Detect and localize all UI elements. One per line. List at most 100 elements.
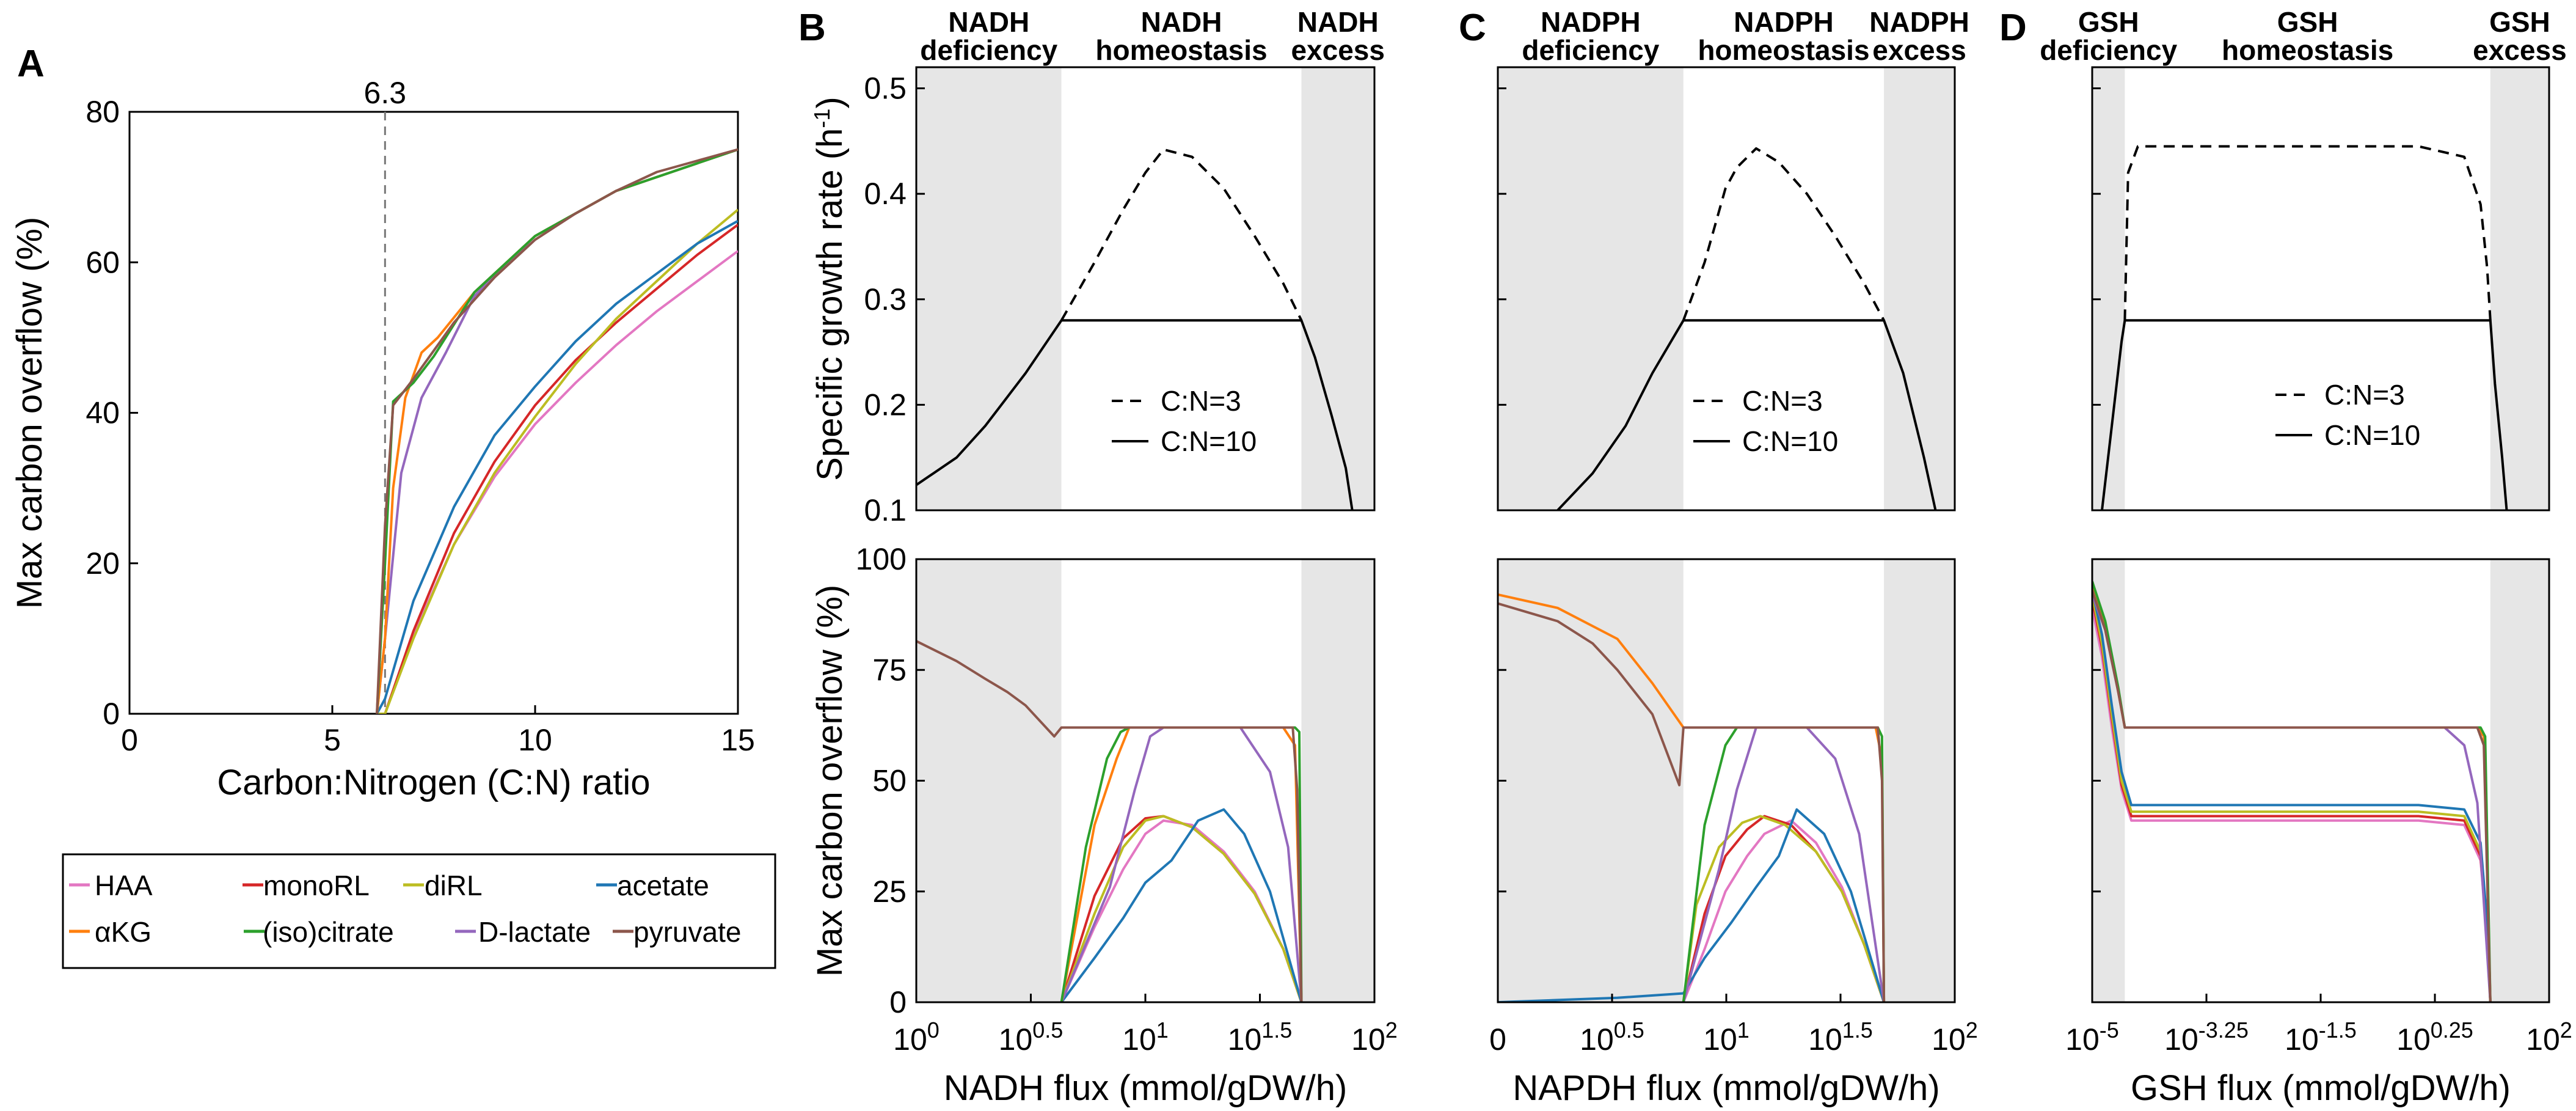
region-label-bottom: homeostasis [1698, 34, 1869, 66]
y-tick-label: 0.3 [864, 282, 907, 317]
x-tick-label: 101.5 [1228, 1018, 1293, 1057]
x-tick-label: 10-5 [2065, 1018, 2119, 1057]
series-line-haa [1682, 819, 1885, 1002]
x-axis-title: Carbon:Nitrogen (C:N) ratio [217, 763, 650, 802]
x-tick-label: 10-1.5 [2285, 1018, 2357, 1057]
shaded-region [2490, 67, 2549, 510]
x-tick-label: 100.5 [1580, 1018, 1644, 1057]
region-label-bottom: excess [2473, 34, 2567, 66]
region-label-bottom: homeostasis [2222, 34, 2393, 66]
panel-c: C NADPHdeficiencyNADPHhomeostasisNADPHexc… [1459, 6, 1978, 1108]
region-label-top: NADH [1297, 6, 1379, 38]
axes-frame [2091, 558, 2550, 1003]
x-tick-label: 102 [2526, 1018, 2572, 1057]
x-tick-label: 101 [1122, 1018, 1169, 1057]
region-label-top: GSH [2277, 6, 2338, 38]
shaded-region [916, 559, 1062, 1002]
y-tick-label: 20 [86, 546, 120, 581]
x-tick-label: 15 [721, 723, 755, 757]
series-line-isocitrate [376, 148, 738, 714]
legend-label: diRL [425, 870, 483, 901]
threshold-label: 6.3 [364, 76, 407, 110]
y-tick-label: 0.4 [864, 177, 907, 211]
x-tick-label: 102 [1351, 1018, 1398, 1057]
y-axis-title: Specific growth rate (h-1) [809, 97, 850, 480]
region-label-bottom: excess [1872, 34, 1966, 66]
legend-label: C:N=3 [1161, 385, 1241, 417]
region-label-top: NADPH [1869, 6, 1969, 38]
panel-letter: D [1999, 7, 2027, 49]
series-line-acetate [2092, 590, 2492, 1002]
series-line-isocitrate [2092, 581, 2492, 1002]
series-line-pyruvate [376, 148, 738, 714]
series-line-kg [376, 148, 738, 714]
region-label-top: NADH [948, 6, 1029, 38]
region-label-bottom: excess [1291, 34, 1385, 66]
region-label-bottom: deficiency [1522, 34, 1659, 66]
series-line-cn10 [916, 319, 1354, 510]
legend-box [62, 853, 776, 969]
y-tick-label: 0.1 [864, 493, 907, 527]
shaded-region [1498, 559, 1684, 1002]
axes-frame [2091, 66, 2550, 512]
series-line-monorl [2092, 598, 2492, 1002]
x-tick-label: 101.5 [1808, 1018, 1873, 1057]
series-line-acetate [1498, 808, 1886, 1002]
shaded-region [916, 67, 1062, 510]
series-line-pyruvate [916, 640, 1303, 1002]
x-tick-label: 101 [1703, 1018, 1750, 1057]
x-tick-label: 0 [121, 723, 138, 757]
legend-label: αKG [95, 916, 151, 948]
series-line-monorl [377, 224, 738, 714]
axes-frame [128, 111, 739, 715]
legend-label: C:N=10 [2324, 419, 2420, 451]
region-label-top: NADH [1141, 6, 1222, 38]
region-label-bottom: deficiency [920, 34, 1057, 66]
series-line-isocitrate [1060, 726, 1303, 1002]
legend-label: monoRL [263, 870, 370, 901]
series-line-dlactate [1682, 726, 1886, 1002]
y-tick-label: 40 [86, 396, 120, 430]
y-tick-label: 60 [86, 245, 120, 279]
y-axis-title: Max carbon overflow (%) [10, 217, 49, 609]
y-tick-label: 75 [872, 653, 907, 687]
x-tick-label: 100.5 [999, 1018, 1064, 1057]
shaded-region [2092, 67, 2125, 510]
x-tick-label: 102 [1932, 1018, 1978, 1057]
panel-letter: C [1459, 7, 1486, 49]
series-line-kg [2092, 585, 2492, 1002]
region-label-top: GSH [2078, 6, 2139, 38]
legend-label: D-lactate [478, 916, 591, 948]
y-tick-label: 0.5 [864, 72, 907, 106]
legend-label: acetate [617, 870, 709, 901]
series-line-haa [377, 250, 738, 714]
region-label-bottom: homeostasis [1095, 34, 1267, 66]
x-tick-label: 10-3.25 [2164, 1018, 2249, 1057]
series-line-dirl [1682, 815, 1885, 1002]
x-axis-title: GSH flux (mmol/gDW/h) [2131, 1068, 2511, 1108]
region-label-bottom: deficiency [2040, 34, 2177, 66]
y-tick-label: 100 [856, 542, 907, 576]
axes-frame [1497, 66, 1956, 512]
series-line-dirl [1060, 815, 1303, 1002]
panel-b: B0.10.20.30.40.5NADHdeficiencyNADHhomeos… [798, 6, 1398, 1108]
series-line-cn3 [1682, 147, 1885, 321]
x-tick-label: 100.25 [2396, 1018, 2473, 1057]
shaded-region [1884, 559, 1955, 1002]
panel-letter: A [17, 43, 45, 85]
x-tick-label: 5 [324, 723, 341, 757]
shaded-region [1498, 67, 1684, 510]
legend-label: (iso)citrate [263, 916, 394, 948]
region-label-top: NADPH [1734, 6, 1834, 38]
x-axis-title: NAPDH flux (mmol/gDW/h) [1512, 1068, 1939, 1108]
series-line-isocitrate [1682, 726, 1886, 1002]
series-line-kg [1060, 726, 1303, 1002]
series-line-dlactate [1060, 726, 1303, 1002]
panel-d: D GSHdeficiencyGSHhomeostasisGSHexcessC:N… [1999, 6, 2572, 1108]
shaded-region [1301, 67, 1374, 510]
series-line-pyruvate [2092, 590, 2492, 1002]
legend-label: C:N=10 [1161, 425, 1257, 457]
series-line-dirl [2092, 594, 2492, 1002]
legend-label: C:N=3 [2324, 379, 2405, 411]
series-line-acetate [376, 219, 738, 714]
